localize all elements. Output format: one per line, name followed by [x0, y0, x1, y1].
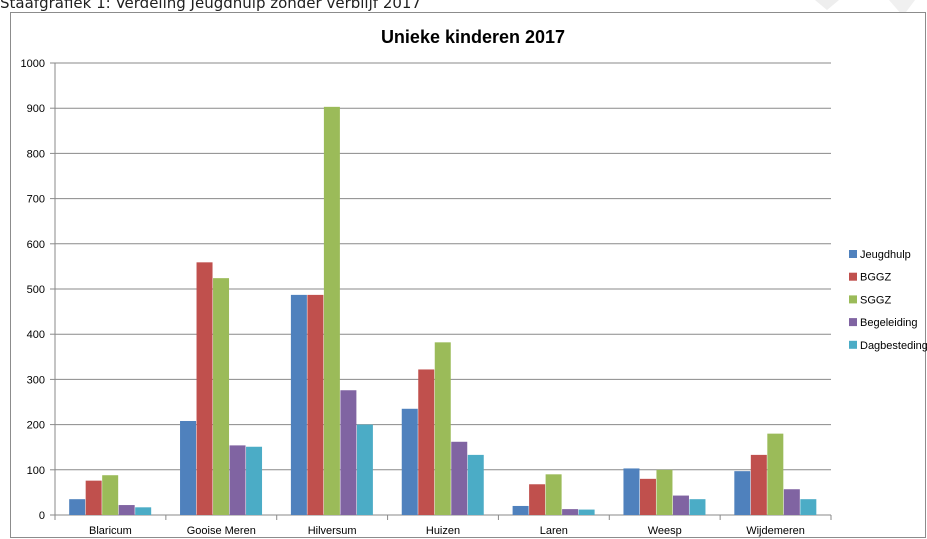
bar-sggz-laren — [545, 474, 562, 515]
bar-sggz-huizen — [434, 342, 451, 515]
legend-swatch-begeleiding — [849, 318, 857, 327]
bar-bggz-hilversum — [307, 294, 324, 515]
bar-dagbesteding-weesp — [689, 499, 706, 515]
bar-bggz-blaricum — [85, 480, 102, 515]
x-tick-label: Huizen — [426, 525, 460, 537]
bar-dagbesteding-gooise-meren — [246, 446, 263, 515]
x-axis-ticks: Blaricum Gooise Meren Hilversum Huizen Laren… — [54, 515, 832, 537]
y-tick-label: 700 — [27, 194, 45, 206]
bars — [69, 106, 817, 516]
bar-dagbesteding-huizen — [467, 454, 484, 515]
x-tick-label: Hilversum — [308, 525, 357, 537]
bar-begeleiding-blaricum — [118, 505, 135, 515]
bar-chart: Unieke kinderen 2017 0 100 200 300 400 500 600… — [21, 27, 927, 537]
x-tick-label: Blaricum — [89, 525, 132, 537]
bar-sggz-wijdemeren — [767, 433, 784, 515]
bar-bggz-wijdemeren — [750, 454, 767, 515]
legend-swatch-sggz — [849, 295, 857, 304]
y-tick-label: 900 — [27, 103, 45, 115]
y-tick-label: 0 — [39, 510, 45, 522]
bar-jeugdhulp-gooise-meren — [180, 420, 197, 515]
y-tick-label: 1000 — [21, 58, 45, 70]
bar-dagbesteding-blaricum — [135, 507, 152, 515]
figure-caption: Staafgrafiek 1: Verdeling Jeugdhulp zond… — [0, 0, 421, 12]
page-corner-decoration — [815, 0, 915, 16]
bar-begeleiding-huizen — [451, 441, 468, 515]
bar-bggz-laren — [529, 484, 546, 515]
bar-jeugdhulp-blaricum — [69, 499, 86, 515]
x-tick-label: Weesp — [648, 525, 682, 537]
chart-frame: Unieke kinderen 2017 0 100 200 300 400 500 600… — [10, 12, 927, 538]
legend-label-begeleiding: Begeleiding — [860, 317, 918, 329]
bar-begeleiding-hilversum — [340, 390, 357, 515]
legend-label-bggz: BGGZ — [860, 272, 891, 284]
legend: Jeugdhulp BGGZ SGGZ Begeleiding Dagbesteding — [849, 249, 927, 352]
bar-sggz-gooise-meren — [213, 278, 230, 515]
bar-jeugdhulp-laren — [512, 505, 529, 515]
legend-swatch-bggz — [849, 272, 857, 281]
bar-jeugdhulp-wijdemeren — [734, 471, 751, 515]
y-axis-ticks: 0 100 200 300 400 500 600 700 800 900 1000 — [21, 58, 55, 522]
legend-label-sggz: SGGZ — [860, 294, 891, 306]
x-tick-label: Wijdemeren — [746, 525, 805, 537]
y-tick-label: 300 — [27, 374, 45, 386]
bar-bggz-huizen — [418, 369, 435, 515]
bar-sggz-blaricum — [102, 475, 119, 515]
bar-begeleiding-laren — [562, 509, 579, 515]
legend-label-dagbesteding: Dagbesteding — [860, 340, 927, 352]
x-tick-label: Laren — [540, 525, 568, 537]
bar-begeleiding-wijdemeren — [783, 489, 800, 515]
legend-swatch-dagbesteding — [849, 340, 857, 349]
bar-bggz-gooise-meren — [196, 262, 213, 515]
y-tick-label: 600 — [27, 239, 45, 251]
bar-jeugdhulp-huizen — [401, 408, 418, 515]
y-tick-label: 400 — [27, 329, 45, 341]
bar-dagbesteding-laren — [578, 509, 595, 515]
bar-dagbesteding-hilversum — [356, 424, 373, 515]
bar-bggz-weesp — [639, 478, 656, 515]
y-tick-label: 100 — [27, 465, 45, 477]
y-tick-label: 800 — [27, 148, 45, 160]
y-tick-label: 200 — [27, 420, 45, 432]
bar-sggz-hilversum — [323, 106, 340, 516]
legend-swatch-jeugdhulp — [849, 250, 857, 258]
bar-begeleiding-gooise-meren — [229, 445, 246, 515]
legend-label-jeugdhulp: Jeugdhulp — [860, 249, 911, 261]
chart-title: Unieke kinderen 2017 — [381, 27, 565, 47]
bar-jeugdhulp-hilversum — [290, 294, 307, 515]
bar-jeugdhulp-weesp — [623, 468, 640, 515]
x-tick-label: Gooise Meren — [187, 525, 256, 537]
bar-begeleiding-weesp — [672, 495, 689, 515]
bar-dagbesteding-wijdemeren — [800, 499, 817, 515]
y-tick-label: 500 — [27, 284, 45, 296]
bar-sggz-weesp — [656, 469, 673, 515]
